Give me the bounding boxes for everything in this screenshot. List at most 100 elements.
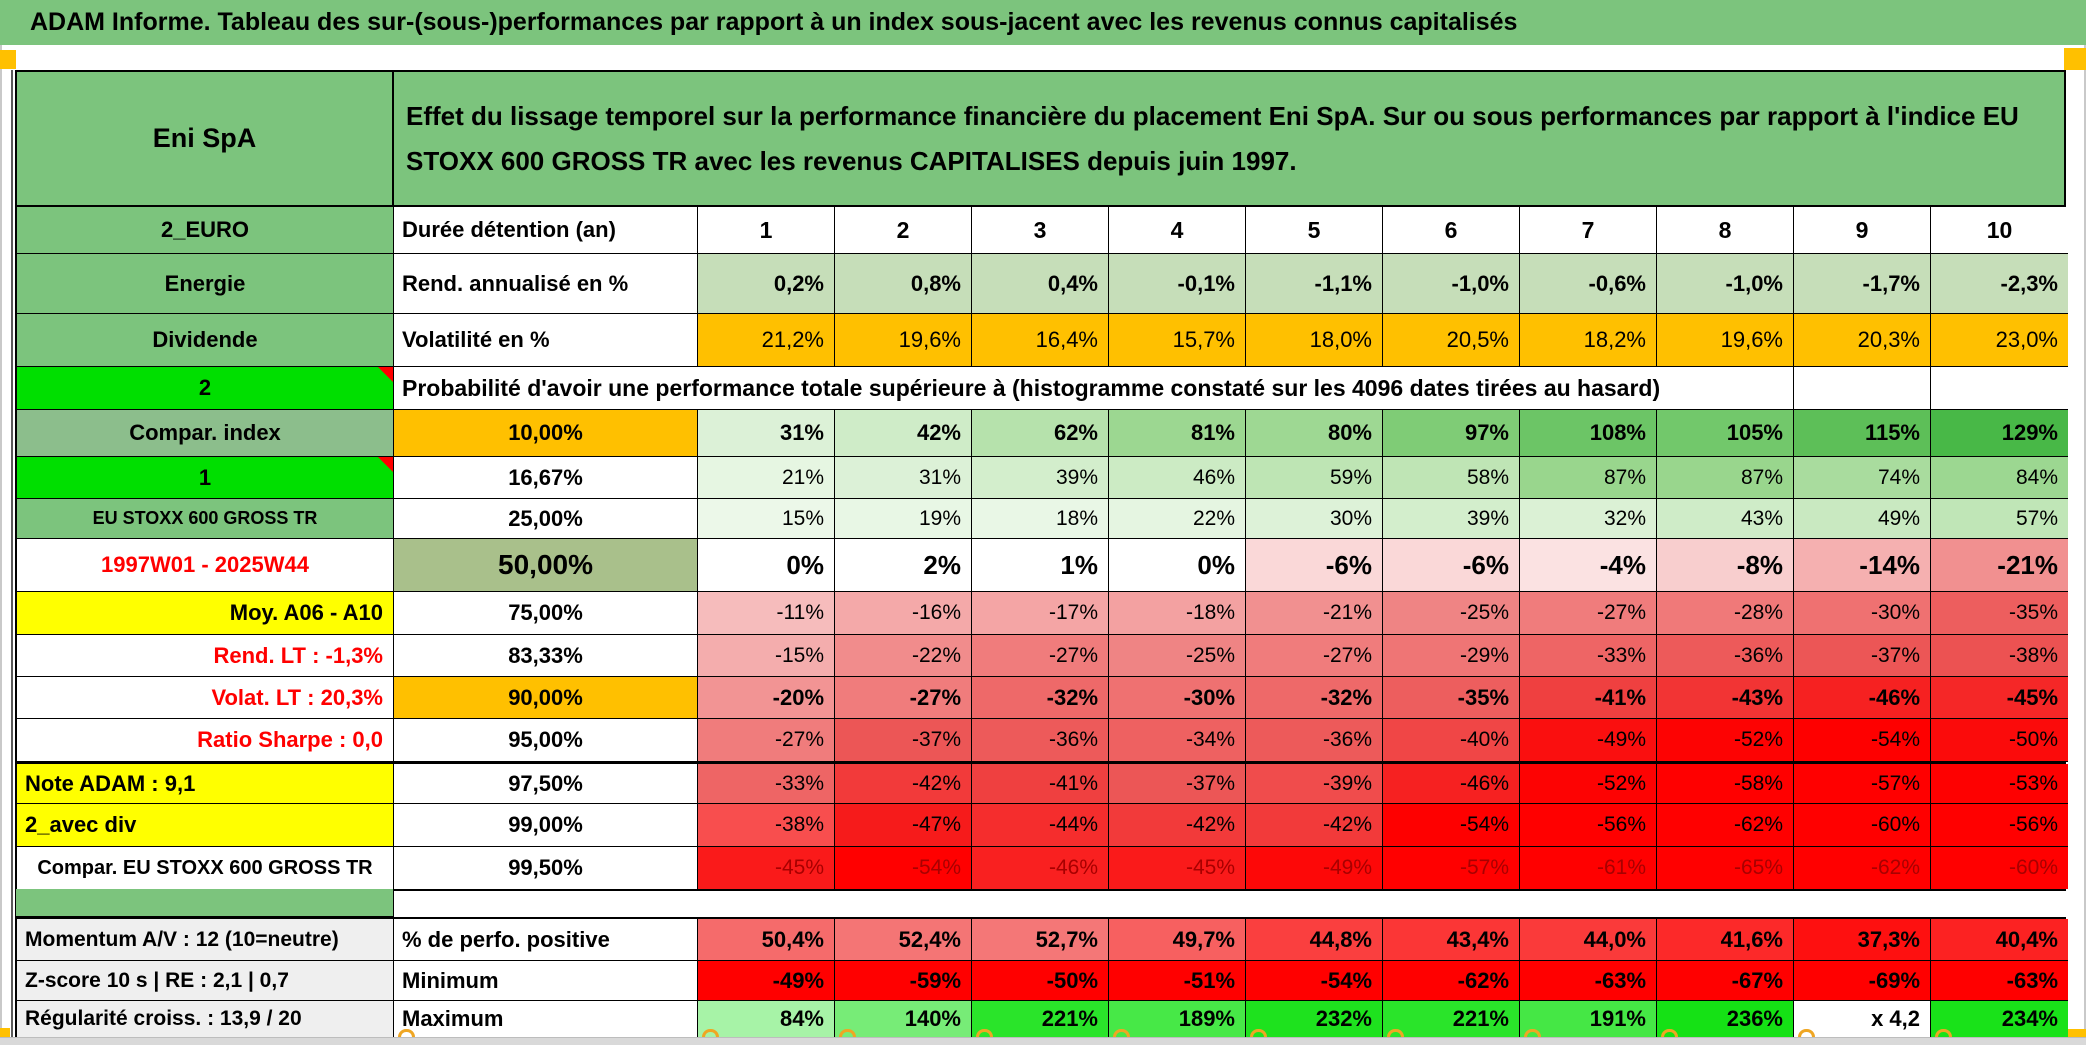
cell-minimum-c6[interactable]: -62% [1383, 961, 1520, 1001]
cell-p50-c1[interactable]: 0% [698, 539, 835, 592]
cell-duree-detention-c9[interactable]: 9 [1794, 207, 1931, 254]
cell-p1667-c5[interactable]: 59% [1246, 457, 1383, 499]
cell-p99-c8[interactable]: -62% [1657, 804, 1794, 847]
cell-p975-c8[interactable]: -58% [1657, 764, 1794, 804]
cell-p50-c10[interactable]: -21% [1931, 539, 2068, 592]
cell-perf-positive-c6[interactable]: 43,4% [1383, 919, 1520, 961]
cell-p1667-c1[interactable]: 21% [698, 457, 835, 499]
cell-p995-c1[interactable]: -45% [698, 847, 835, 889]
cell-p10-c5[interactable]: 80% [1246, 410, 1383, 457]
cell-volatilite-c8[interactable]: 19,6% [1657, 314, 1794, 367]
cell-p25-c4[interactable]: 22% [1109, 499, 1246, 539]
cell-minimum-c7[interactable]: -63% [1520, 961, 1657, 1001]
cell-p75-c10[interactable]: -35% [1931, 592, 2068, 635]
cell-volatilite-c9[interactable]: 20,3% [1794, 314, 1931, 367]
cell-p99-c4[interactable]: -42% [1109, 804, 1246, 847]
row-label-p10[interactable]: Compar. index [17, 410, 394, 457]
cell-p1667-c9[interactable]: 74% [1794, 457, 1931, 499]
cell-maximum-c10[interactable]: 234% [1931, 1001, 2068, 1037]
cell-p50-c8[interactable]: -8% [1657, 539, 1794, 592]
cell-p75-c1[interactable]: -11% [698, 592, 835, 635]
cell-maximum-c1[interactable]: 84% [698, 1001, 835, 1037]
cell-p90-c3[interactable]: -32% [972, 677, 1109, 719]
cell-perf-positive-c10[interactable]: 40,4% [1931, 919, 2068, 961]
cell-p25-c6[interactable]: 39% [1383, 499, 1520, 539]
cell-perf-positive-c3[interactable]: 52,7% [972, 919, 1109, 961]
cell-p25-c1[interactable]: 15% [698, 499, 835, 539]
cell-duree-detention-c5[interactable]: 5 [1246, 207, 1383, 254]
cell-p10-c2[interactable]: 42% [835, 410, 972, 457]
header-description-cell[interactable]: Effet du lissage temporel sur la perform… [394, 72, 2064, 205]
spacer-cell[interactable] [15, 889, 394, 917]
cell-p95-c10[interactable]: -50% [1931, 719, 2068, 762]
cell-rendement-annualise-c2[interactable]: 0,8% [835, 254, 972, 314]
cell-p99-c7[interactable]: -56% [1520, 804, 1657, 847]
row-desc-p10[interactable]: 10,00% [394, 410, 698, 457]
cell-p975-c9[interactable]: -57% [1794, 764, 1931, 804]
cell-perf-positive-c2[interactable]: 52,4% [835, 919, 972, 961]
cell-maximum-c4[interactable]: 189% [1109, 1001, 1246, 1037]
row-desc-p995[interactable]: 99,50% [394, 847, 698, 889]
cell-probabilite-header-tail0[interactable] [1794, 367, 1931, 410]
cell-p25-c9[interactable]: 49% [1794, 499, 1931, 539]
cell-p1667-c6[interactable]: 58% [1383, 457, 1520, 499]
cell-p25-c2[interactable]: 19% [835, 499, 972, 539]
cell-p8333-c8[interactable]: -36% [1657, 635, 1794, 677]
cell-p995-c10[interactable]: -60% [1931, 847, 2068, 889]
cell-perf-positive-c8[interactable]: 41,6% [1657, 919, 1794, 961]
row-label-maximum[interactable]: Régularité croiss. : 13,9 / 20 [17, 1001, 394, 1037]
row-label-p995[interactable]: Compar. EU STOXX 600 GROSS TR [17, 847, 394, 889]
cell-p99-c9[interactable]: -60% [1794, 804, 1931, 847]
cell-volatilite-c3[interactable]: 16,4% [972, 314, 1109, 367]
cell-maximum-c5[interactable]: 232% [1246, 1001, 1383, 1037]
cell-p25-c7[interactable]: 32% [1520, 499, 1657, 539]
cell-p95-c1[interactable]: -27% [698, 719, 835, 762]
cell-p99-c2[interactable]: -47% [835, 804, 972, 847]
cell-minimum-c3[interactable]: -50% [972, 961, 1109, 1001]
row-label-perf-positive[interactable]: Momentum A/V : 12 (10=neutre) [17, 919, 394, 961]
cell-p90-c6[interactable]: -35% [1383, 677, 1520, 719]
row-desc-duree-detention[interactable]: Durée détention (an) [394, 207, 698, 254]
cell-p8333-c10[interactable]: -38% [1931, 635, 2068, 677]
cell-p8333-c3[interactable]: -27% [972, 635, 1109, 677]
row-desc-rendement-annualise[interactable]: Rend. annualisé en % [394, 254, 698, 314]
cell-p25-c8[interactable]: 43% [1657, 499, 1794, 539]
cell-minimum-c10[interactable]: -63% [1931, 961, 2068, 1001]
cell-p95-c9[interactable]: -54% [1794, 719, 1931, 762]
cell-perf-positive-c1[interactable]: 50,4% [698, 919, 835, 961]
cell-p995-c7[interactable]: -61% [1520, 847, 1657, 889]
cell-p8333-c2[interactable]: -22% [835, 635, 972, 677]
cell-p75-c9[interactable]: -30% [1794, 592, 1931, 635]
cell-p8333-c5[interactable]: -27% [1246, 635, 1383, 677]
cell-p75-c6[interactable]: -25% [1383, 592, 1520, 635]
cell-rendement-annualise-c3[interactable]: 0,4% [972, 254, 1109, 314]
row-label-duree-detention[interactable]: 2_EURO [17, 207, 394, 254]
cell-p50-c9[interactable]: -14% [1794, 539, 1931, 592]
cell-volatilite-c2[interactable]: 19,6% [835, 314, 972, 367]
row-label-p99[interactable]: 2_avec div [17, 804, 394, 847]
cell-p1667-c3[interactable]: 39% [972, 457, 1109, 499]
cell-p99-c10[interactable]: -56% [1931, 804, 2068, 847]
cell-duree-detention-c1[interactable]: 1 [698, 207, 835, 254]
row-desc-p95[interactable]: 95,00% [394, 719, 698, 762]
cell-p95-c7[interactable]: -49% [1520, 719, 1657, 762]
cell-p975-c7[interactable]: -52% [1520, 764, 1657, 804]
cell-duree-detention-c4[interactable]: 4 [1109, 207, 1246, 254]
cell-p50-c7[interactable]: -4% [1520, 539, 1657, 592]
cell-minimum-c9[interactable]: -69% [1794, 961, 1931, 1001]
cell-minimum-c2[interactable]: -59% [835, 961, 972, 1001]
cell-volatilite-c4[interactable]: 15,7% [1109, 314, 1246, 367]
cell-p50-c2[interactable]: 2% [835, 539, 972, 592]
cell-p99-c3[interactable]: -44% [972, 804, 1109, 847]
cell-volatilite-c5[interactable]: 18,0% [1246, 314, 1383, 367]
row-desc-p99[interactable]: 99,00% [394, 804, 698, 847]
row-label-volatilite[interactable]: Dividende [17, 314, 394, 367]
row-desc-p975[interactable]: 97,50% [394, 764, 698, 804]
cell-p995-c6[interactable]: -57% [1383, 847, 1520, 889]
cell-p975-c10[interactable]: -53% [1931, 764, 2068, 804]
cell-p1667-c10[interactable]: 84% [1931, 457, 2068, 499]
cell-minimum-c1[interactable]: -49% [698, 961, 835, 1001]
row-desc-p25[interactable]: 25,00% [394, 499, 698, 539]
cell-p975-c6[interactable]: -46% [1383, 764, 1520, 804]
row-label-p975[interactable]: Note ADAM : 9,1 [17, 764, 394, 804]
